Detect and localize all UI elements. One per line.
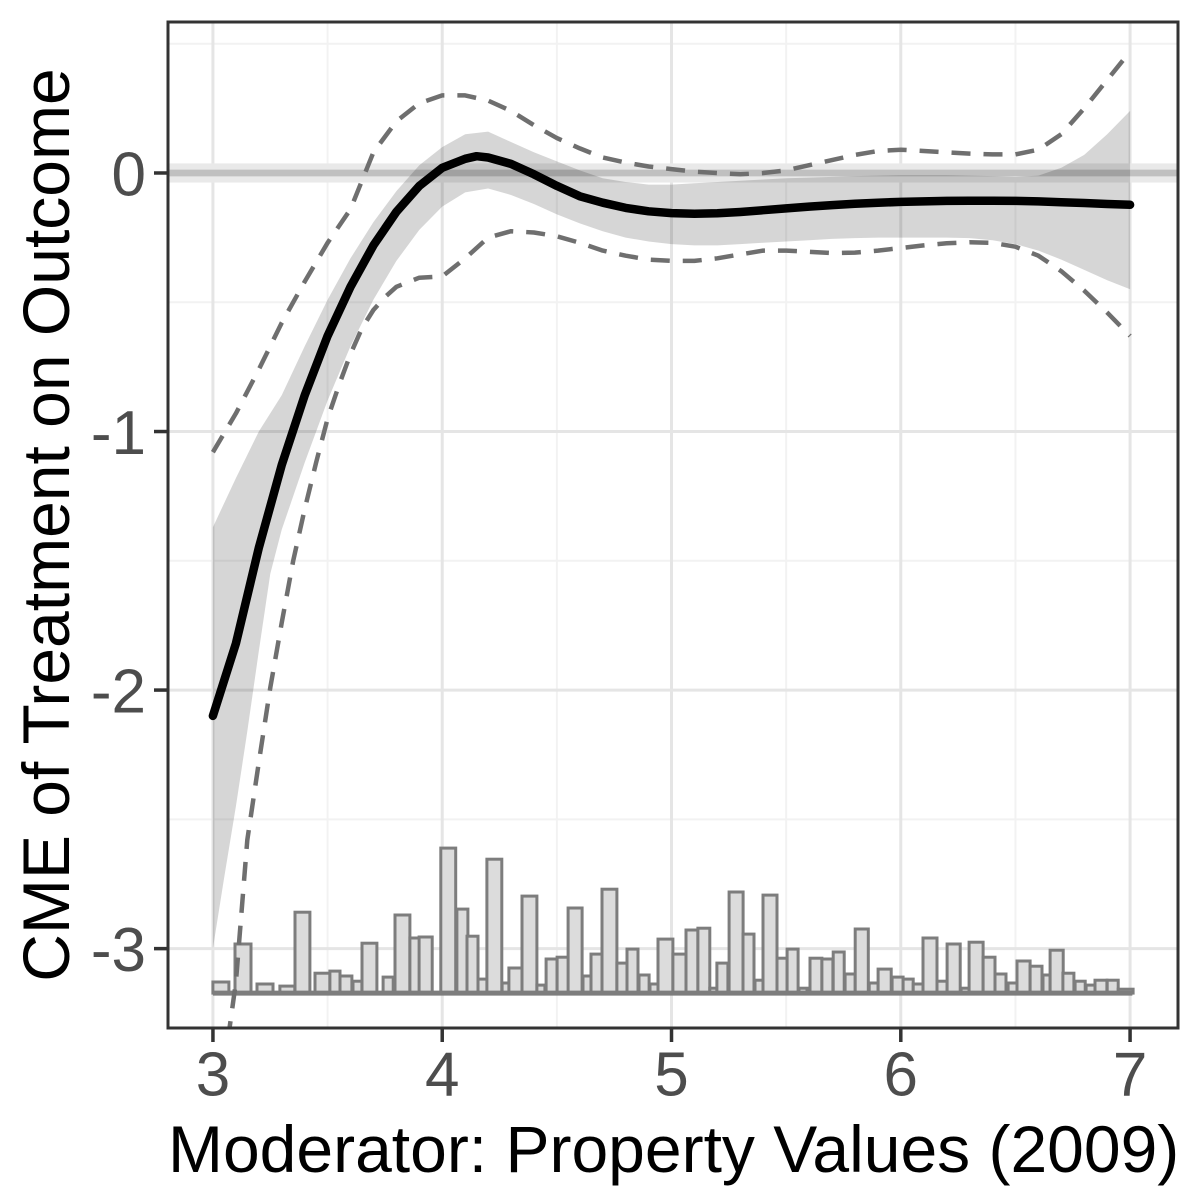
histogram-bar	[313, 971, 332, 995]
histogram-bar	[360, 941, 379, 995]
histogram-bar	[625, 947, 640, 995]
histogram-bar	[507, 966, 524, 995]
grid-major	[168, 22, 1178, 1028]
histogram-bar	[566, 906, 584, 995]
histogram-bar	[831, 950, 846, 995]
histogram-bar	[589, 952, 604, 995]
ci-upper-dashed-line	[210, 50, 1132, 454]
histogram-bar	[715, 961, 730, 995]
y-axis-tick-label: 0	[112, 140, 146, 209]
histogram-bar	[656, 937, 675, 995]
ci-ribbon	[212, 110, 1131, 949]
histogram-bar	[1048, 948, 1065, 995]
histogram-bar	[338, 974, 354, 995]
cme-curve	[208, 151, 1135, 721]
histogram-bar	[843, 972, 857, 995]
y-axis-title: CME of Treatment on Outcome	[9, 68, 83, 982]
histogram-bar	[293, 910, 312, 995]
moderator-histogram	[211, 846, 1135, 996]
histogram-bar	[544, 957, 559, 995]
histogram-bar	[785, 947, 800, 995]
histogram-bar	[520, 894, 539, 995]
histogram-bar	[876, 967, 893, 995]
histogram-bar	[820, 957, 835, 995]
histogram-bar	[808, 956, 824, 995]
histogram-bar	[439, 846, 458, 995]
x-axis-title: Moderator: Property Values (2009)	[168, 1112, 1180, 1186]
histogram-bar	[600, 887, 619, 995]
histogram-bar	[465, 934, 480, 995]
histogram-bar	[485, 857, 504, 995]
histogram-bar	[1028, 964, 1044, 995]
histogram-bar	[853, 927, 870, 995]
histogram-bar	[981, 955, 997, 995]
x-axis-tick-label: 4	[425, 1040, 459, 1109]
histogram-bar	[775, 956, 789, 995]
histogram-bar	[761, 893, 779, 995]
histogram-bar	[637, 973, 651, 995]
zero-reference-line	[168, 169, 1178, 177]
histogram-bar	[393, 913, 412, 995]
x-axis-tick-label: 5	[654, 1040, 688, 1109]
y-axis-tick-label: -2	[91, 657, 146, 726]
histogram-bar	[1061, 971, 1076, 995]
histogram-bar	[967, 940, 985, 995]
ci-lower-dashed-line	[227, 228, 1132, 1028]
histogram-bar	[993, 972, 1008, 995]
histogram-bar	[684, 928, 700, 995]
x-axis-tick-label: 6	[884, 1040, 918, 1109]
y-axis-tick-label: -3	[91, 916, 146, 985]
y-axis: 0 -1 -2 -3	[91, 140, 168, 985]
histogram-bar	[671, 952, 688, 995]
histogram-bar	[921, 936, 939, 995]
x-axis-tick-label: 7	[1113, 1040, 1147, 1109]
y-axis-tick-label: -1	[91, 399, 146, 468]
histogram-bar	[741, 932, 756, 995]
histogram-bar	[417, 935, 434, 995]
histogram-bar	[1015, 959, 1032, 995]
histogram-bar	[328, 969, 342, 995]
histogram-bar	[696, 926, 712, 995]
x-axis-tick-label: 3	[196, 1040, 230, 1109]
x-axis: 3 4 5 6 7	[196, 1028, 1147, 1109]
histogram-bar	[727, 890, 745, 995]
histogram-bar	[615, 961, 629, 995]
histogram-bar	[945, 942, 962, 995]
